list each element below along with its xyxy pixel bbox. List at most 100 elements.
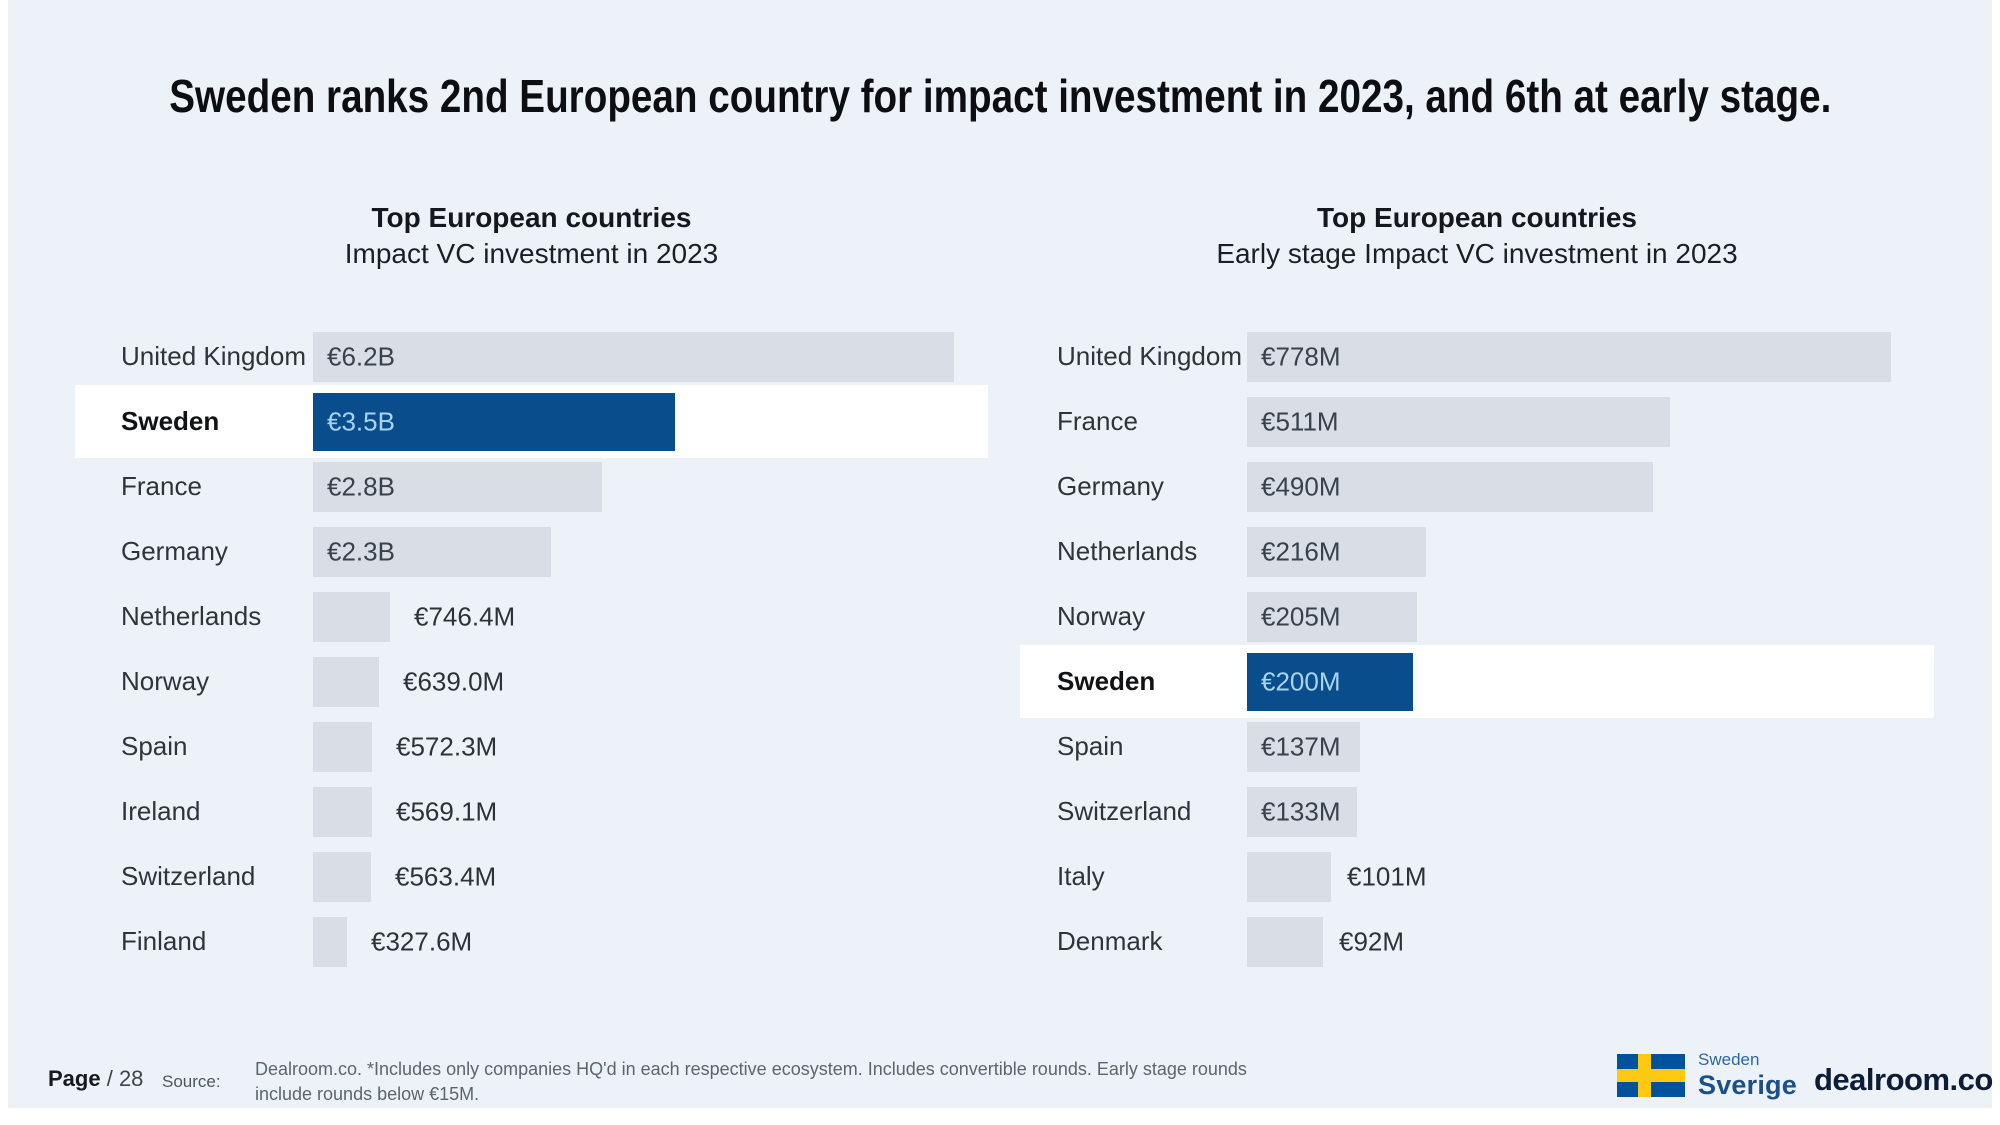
value-label: €3.5B: [327, 406, 395, 436]
value-bar: [1247, 652, 1413, 711]
country-label: Switzerland: [121, 861, 256, 891]
value-label: €137M: [1261, 731, 1341, 761]
country-label: United Kingdom: [1057, 341, 1242, 371]
sweden-logo-text: Sweden Sverige: [1698, 1051, 1797, 1099]
chart-row: Italy €101M: [1020, 844, 1934, 909]
country-label: Italy: [1057, 861, 1105, 891]
value-bar: [1247, 396, 1670, 447]
value-label: €327.6M: [371, 926, 473, 956]
country-label: Germany: [1057, 471, 1164, 501]
chart-row: France €511M: [1020, 389, 1934, 454]
country-label: Germany: [121, 536, 228, 566]
country-label: Spain: [121, 731, 188, 761]
chart-title: Top European countries: [371, 202, 692, 233]
value-bar: [1247, 591, 1417, 642]
value-bar: [313, 591, 390, 642]
value-label: €92M: [1339, 926, 1405, 956]
value-bar: [1247, 721, 1360, 772]
value-bar: [313, 786, 372, 837]
bar-area: €6.2B: [313, 324, 988, 389]
chart-row: Norway €639.0M: [75, 649, 988, 714]
chart-row: Netherlands €216M: [1020, 519, 1934, 584]
chart-row: Norway €205M: [1020, 584, 1934, 649]
country-label: Norway: [121, 666, 210, 696]
country-label: Denmark: [1057, 926, 1163, 956]
chart-impact-vc-2023: Top European countries Impact VC investm…: [75, 200, 988, 974]
value-bar: [313, 851, 371, 902]
chart-row: United Kingdom €778M: [1020, 324, 1934, 389]
chart-row: Switzerland €563.4M: [75, 844, 988, 909]
country-label: France: [121, 471, 202, 501]
value-label: €200M: [1261, 666, 1341, 696]
value-label: €511M: [1261, 406, 1339, 436]
bar-area: €200M: [1247, 649, 1934, 714]
bar-area: €746.4M: [313, 584, 988, 649]
value-bar: [1247, 786, 1357, 837]
value-bar: [313, 656, 379, 707]
value-label: €2.3B: [327, 536, 395, 566]
sweden-logo-small-label: Sweden: [1698, 1050, 1760, 1069]
bar-area: €133M: [1247, 779, 1934, 844]
bar-area: €101M: [1247, 844, 1934, 909]
dealroom-logo: dealroom.co: [1814, 1062, 1993, 1097]
sweden-flag-icon: [1617, 1053, 1685, 1097]
value-label: €133M: [1261, 796, 1341, 826]
country-label: Netherlands: [121, 601, 262, 631]
page-indicator: Page / 28: [48, 1066, 143, 1092]
page-title: Sweden ranks 2nd European country for im…: [168, 70, 1832, 122]
chart-early-stage-impact-vc-2023: Top European countries Early stage Impac…: [1020, 200, 1934, 974]
chart-subtitle: Impact VC investment in 2023: [344, 238, 719, 269]
source-note: Dealroom.co. *Includes only companies HQ…: [255, 1059, 1247, 1104]
page-number: / 28: [106, 1066, 144, 1091]
country-label: Finland: [121, 926, 207, 956]
country-label: Sweden: [121, 406, 220, 436]
chart-row: Netherlands €746.4M: [75, 584, 988, 649]
chart-row: Ireland €569.1M: [75, 779, 988, 844]
bar-area: €327.6M: [313, 909, 988, 974]
chart-row: Finland €327.6M: [75, 909, 988, 974]
value-label: €563.4M: [395, 861, 497, 891]
chart-row: United Kingdom €6.2B: [75, 324, 988, 389]
chart-row: Denmark €92M: [1020, 909, 1934, 974]
source-label: Source:: [162, 1072, 221, 1091]
value-label: €572.3M: [396, 731, 498, 761]
value-bar: [1247, 526, 1426, 577]
bar-area: €639.0M: [313, 649, 988, 714]
value-bar: [313, 721, 372, 772]
value-bar: [313, 916, 347, 967]
bar-area: €137M: [1247, 714, 1934, 779]
chart-row: France €2.8B: [75, 454, 988, 519]
value-label: €569.1M: [396, 796, 498, 826]
value-label: €639.0M: [403, 666, 505, 696]
value-bar: [1247, 916, 1323, 967]
value-label: €778M: [1261, 341, 1341, 371]
page-label: Page: [48, 1066, 101, 1091]
country-label: Ireland: [121, 796, 201, 826]
value-bar: [313, 461, 602, 512]
bar-area: €778M: [1247, 324, 1934, 389]
value-label: €490M: [1261, 471, 1341, 501]
bar-rows: United Kingdom €778M France €511M German…: [1020, 324, 1934, 974]
bar-area: €511M: [1247, 389, 1934, 454]
bar-area: €569.1M: [313, 779, 988, 844]
country-label: Norway: [1057, 601, 1146, 631]
chart-subtitle: Early stage Impact VC investment in 2023: [1216, 238, 1738, 269]
sweden-sverige-logo: Sweden Sverige: [1617, 1051, 1797, 1099]
value-bar: [1247, 851, 1331, 902]
bar-area: €92M: [1247, 909, 1934, 974]
chart-row: Switzerland €133M: [1020, 779, 1934, 844]
bar-rows: United Kingdom €6.2B Sweden €3.5B France…: [75, 324, 988, 974]
value-bar: [1247, 331, 1891, 382]
bar-area: €563.4M: [313, 844, 988, 909]
value-label: €101M: [1347, 861, 1427, 891]
country-label: Spain: [1057, 731, 1124, 761]
bottom-white-band: [0, 1108, 2000, 1125]
value-label: €205M: [1261, 601, 1341, 631]
country-label: Netherlands: [1057, 536, 1198, 566]
chart-row: Spain €572.3M: [75, 714, 988, 779]
bar-area: €205M: [1247, 584, 1934, 649]
value-bar: [1247, 461, 1653, 512]
country-label: France: [1057, 406, 1138, 436]
bar-area: €490M: [1247, 454, 1934, 519]
chart-row: Germany €2.3B: [75, 519, 988, 584]
